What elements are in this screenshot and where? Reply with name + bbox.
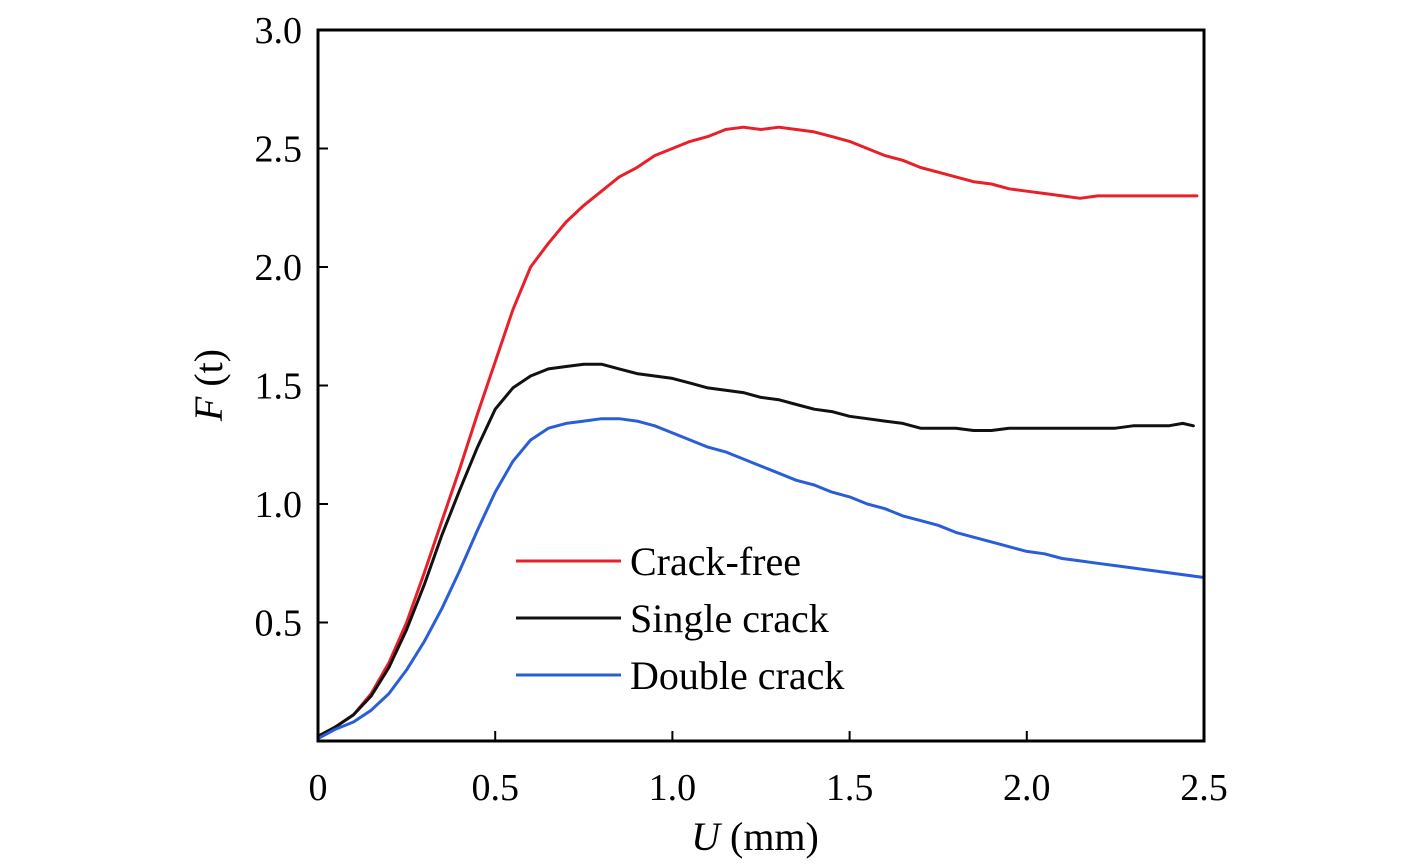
x-axis-label: U (mm) bbox=[691, 814, 819, 859]
series-layer bbox=[316, 125, 1206, 741]
y-axis-symbol: F bbox=[186, 396, 231, 422]
legend-label-3: Double crack bbox=[630, 653, 844, 698]
x-tick-label: 0.5 bbox=[471, 767, 519, 809]
tick-layer: 0 0.5 1.0 1.5 2.0 2.5 0.5 1.0 1.5 2.0 2.5 3.0 bbox=[255, 10, 1228, 809]
x-tick-label: 1.0 bbox=[649, 767, 697, 809]
y-tick-label: 1.5 bbox=[255, 366, 303, 408]
legend: Crack-free Single crack Double crack bbox=[516, 539, 844, 698]
legend-label-1: Crack-free bbox=[630, 539, 801, 584]
x-tick-label: 1.5 bbox=[826, 767, 874, 809]
y-tick-label: 3.0 bbox=[255, 10, 303, 52]
x-tick-label: 0 bbox=[309, 767, 328, 809]
y-tick-label: 2.5 bbox=[255, 129, 303, 171]
series-line-1 bbox=[316, 125, 1199, 738]
x-tick-label: 2.0 bbox=[1003, 767, 1051, 809]
series-line-3 bbox=[316, 417, 1206, 741]
y-tick-label: 1.0 bbox=[255, 484, 303, 526]
y-axis-unit: (t) bbox=[186, 349, 231, 397]
y-tick-label: 2.0 bbox=[255, 247, 303, 289]
legend-label-2: Single crack bbox=[630, 596, 829, 641]
y-tick-label: 0.5 bbox=[255, 603, 303, 645]
x-tick-label: 2.5 bbox=[1180, 767, 1228, 809]
series-line-2 bbox=[316, 362, 1195, 738]
x-axis-unit: (mm) bbox=[720, 814, 819, 859]
y-axis-label: F (t) bbox=[186, 349, 231, 422]
x-axis-symbol: U bbox=[691, 814, 723, 859]
